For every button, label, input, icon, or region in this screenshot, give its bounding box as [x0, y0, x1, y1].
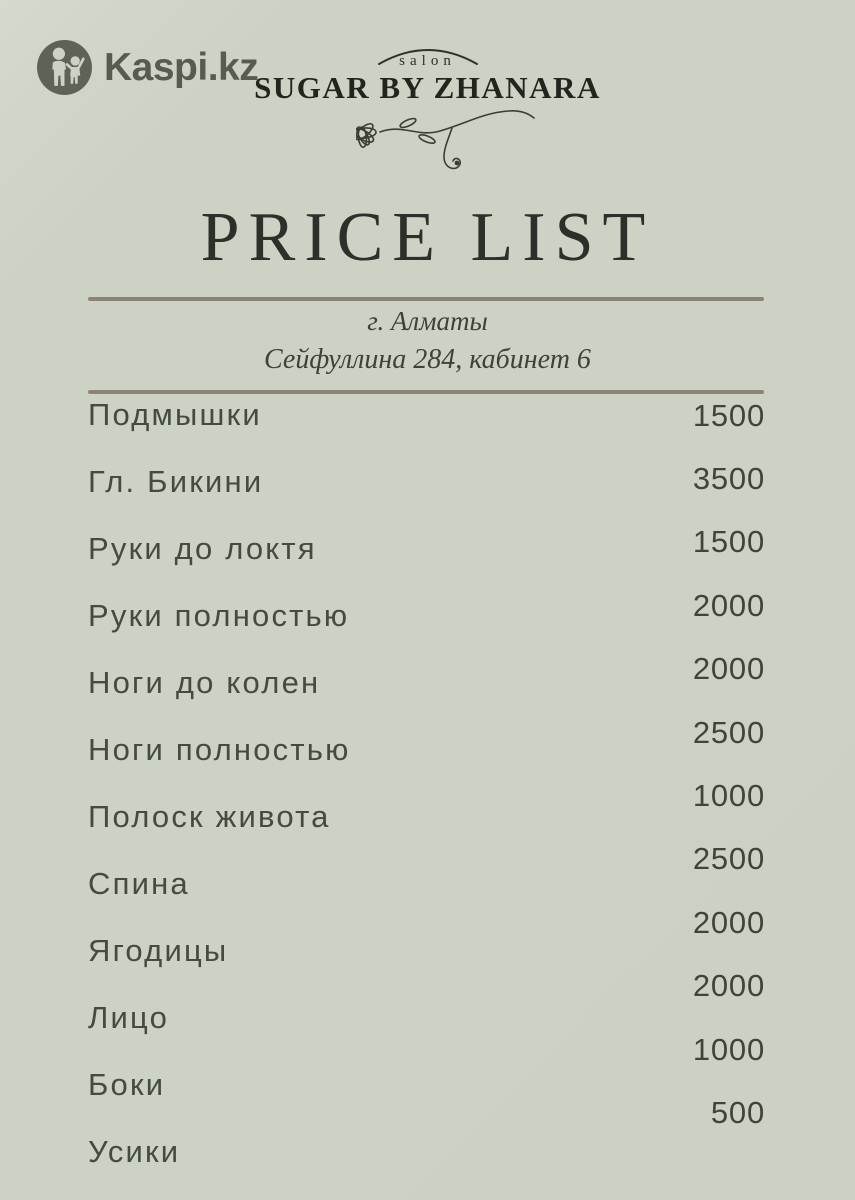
- service-price: 3500: [692, 461, 765, 497]
- salon-tagline: salon: [399, 53, 456, 69]
- service-price: 2500: [692, 714, 765, 750]
- divider-bottom: [88, 390, 764, 394]
- service-price: 2000: [692, 904, 765, 940]
- service-price: 1500: [692, 524, 765, 560]
- kaspi-label: Kaspi.kz: [104, 45, 259, 89]
- service-price: 1000: [692, 778, 765, 814]
- location-address: Сейфуллина 284, кабинет 6: [264, 344, 591, 375]
- kaspi-people-icon: [36, 39, 93, 96]
- service-name: Спина: [88, 865, 190, 901]
- service-name: Ягодицы: [88, 932, 229, 968]
- service-name: Гл. Бикини: [88, 463, 264, 499]
- flower-sprig-icon: [356, 102, 546, 182]
- service-price: 2000: [692, 587, 765, 623]
- service-price: 2000: [692, 968, 765, 1004]
- service-name: Боки: [88, 1066, 166, 1102]
- service-price: 1000: [692, 1031, 765, 1067]
- service-names-column: Подмышки Гл. Бикини Руки до локтя Руки полн…: [88, 381, 351, 1185]
- salon-name: SUGAR BY ZHANARA: [254, 70, 601, 105]
- kaspi-logo: Kaspi.kz: [36, 39, 259, 96]
- service-name: Лицо: [88, 999, 170, 1035]
- service-name: Ноги до колен: [88, 664, 321, 700]
- service-price: 500: [710, 1094, 765, 1130]
- service-price: 1500: [692, 397, 765, 433]
- service-name: Полоск живота: [88, 798, 331, 834]
- service-name: Руки до локтя: [88, 530, 317, 566]
- service-name: Подмышки: [88, 396, 262, 432]
- service-price: 2500: [692, 841, 765, 877]
- service-name: Усики: [88, 1133, 181, 1169]
- location-city: г. Алматы: [367, 306, 488, 336]
- service-name: Ноги полностью: [88, 731, 351, 767]
- service-price: 2000: [692, 651, 765, 687]
- service-name: Руки полностью: [88, 597, 350, 633]
- page-title: PRICE LIST: [200, 199, 655, 276]
- service-prices-column: 1500 3500 1500 2000 2000 2500 1000 2500 2000 2000…: [693, 384, 765, 1145]
- divider-top: [88, 297, 764, 301]
- arc-ornament-icon: [376, 43, 480, 67]
